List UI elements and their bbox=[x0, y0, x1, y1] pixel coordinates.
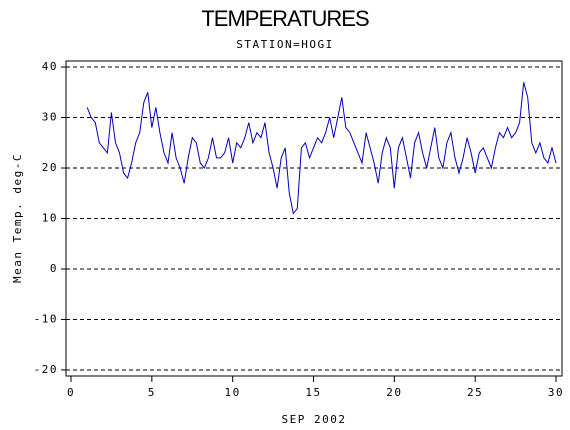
x-tick-label: 0 bbox=[67, 386, 75, 399]
y-tick-label: -10 bbox=[34, 312, 58, 325]
x-axis-label: SEP 2002 bbox=[282, 413, 347, 426]
y-axis-label: Mean Temp. deg-C bbox=[11, 153, 24, 283]
y-tick-label: -20 bbox=[34, 363, 58, 376]
x-tick-label: 5 bbox=[148, 386, 156, 399]
chart-subtitle: STATION=HOGI bbox=[236, 38, 333, 51]
chart-title: TEMPERATURES bbox=[201, 6, 369, 31]
x-tick-label: 15 bbox=[305, 386, 321, 399]
series-line bbox=[86, 82, 557, 215]
y-tick-label: 40 bbox=[42, 60, 58, 73]
x-tick-label: 25 bbox=[467, 386, 483, 399]
x-tick-label: 20 bbox=[386, 386, 402, 399]
x-tick-label: 30 bbox=[548, 386, 564, 399]
y-tick-label: 30 bbox=[42, 111, 58, 124]
y-tick-label: 0 bbox=[50, 262, 58, 275]
y-tick-label: 20 bbox=[42, 161, 58, 174]
y-tick-label: 10 bbox=[42, 212, 58, 225]
x-tick-label: 10 bbox=[225, 386, 241, 399]
